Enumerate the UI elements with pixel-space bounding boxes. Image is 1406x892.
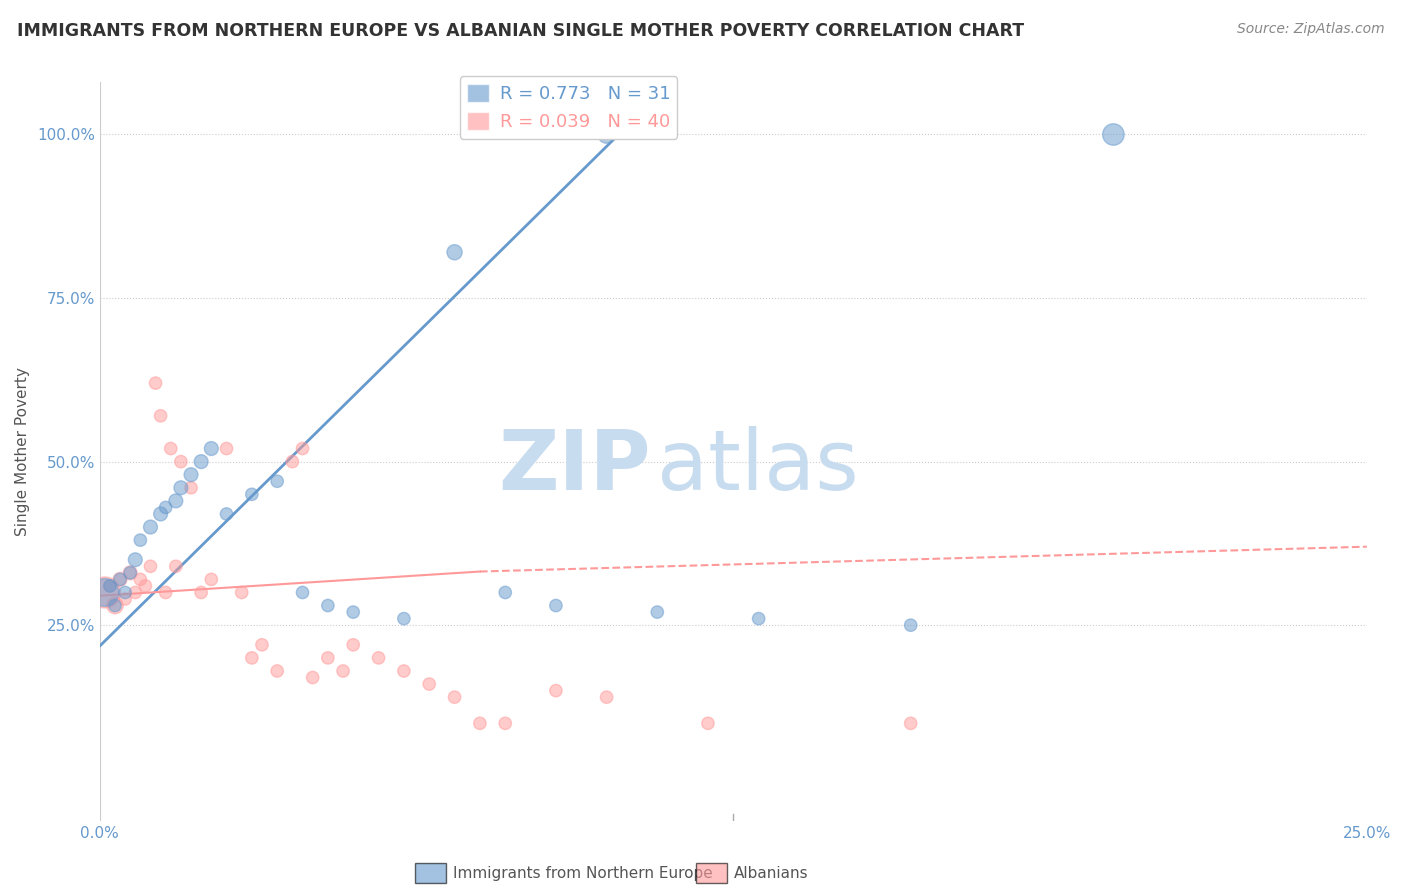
Point: [291, 585, 314, 599]
Point: [155, 585, 177, 599]
Point: [155, 500, 177, 515]
Point: [149, 507, 172, 521]
Point: [250, 638, 273, 652]
Point: [231, 585, 253, 599]
Text: Source: ZipAtlas.com: Source: ZipAtlas.com: [1237, 22, 1385, 37]
Point: [134, 579, 156, 593]
Text: atlas: atlas: [657, 426, 859, 507]
Text: Immigrants from Northern Europe: Immigrants from Northern Europe: [453, 866, 713, 880]
Text: IMMIGRANTS FROM NORTHERN EUROPE VS ALBANIAN SINGLE MOTHER POVERTY CORRELATION CH: IMMIGRANTS FROM NORTHERN EUROPE VS ALBAN…: [17, 22, 1024, 40]
Point: [94, 585, 117, 599]
Point: [316, 651, 339, 665]
Text: ZIP: ZIP: [499, 426, 651, 507]
Point: [392, 664, 415, 678]
Point: [443, 245, 465, 260]
Point: [645, 605, 668, 619]
Point: [332, 664, 354, 678]
Point: [145, 376, 167, 390]
Point: [165, 494, 187, 508]
Point: [215, 507, 238, 521]
Point: [129, 573, 152, 587]
Point: [367, 651, 389, 665]
Point: [170, 481, 193, 495]
Point: [240, 487, 263, 501]
Point: [94, 585, 117, 599]
Point: [418, 677, 440, 691]
Point: [114, 592, 136, 607]
Point: [139, 559, 162, 574]
Point: [129, 533, 152, 548]
Point: [342, 605, 364, 619]
Point: [266, 664, 288, 678]
Text: Albanians: Albanians: [734, 866, 808, 880]
Point: [180, 481, 202, 495]
Point: [190, 455, 212, 469]
Point: [108, 573, 131, 587]
Point: [120, 566, 142, 580]
Point: [170, 455, 193, 469]
Point: [266, 475, 288, 489]
Legend: R = 0.773   N = 31, R = 0.039   N = 40: R = 0.773 N = 31, R = 0.039 N = 40: [460, 77, 678, 138]
Point: [443, 690, 465, 705]
Point: [494, 585, 516, 599]
Point: [544, 599, 567, 613]
Point: [281, 455, 304, 469]
Point: [900, 716, 922, 731]
Point: [104, 599, 127, 613]
Y-axis label: Single Mother Poverty: Single Mother Poverty: [15, 368, 30, 536]
Point: [139, 520, 162, 534]
Point: [200, 442, 222, 456]
Point: [240, 651, 263, 665]
Point: [301, 671, 323, 685]
Point: [748, 612, 770, 626]
Point: [124, 553, 146, 567]
Point: [316, 599, 339, 613]
Point: [98, 579, 121, 593]
Point: [215, 442, 238, 456]
Point: [595, 690, 617, 705]
Point: [149, 409, 172, 423]
Point: [124, 585, 146, 599]
Point: [104, 599, 127, 613]
Point: [165, 559, 187, 574]
Point: [180, 467, 202, 482]
Point: [108, 573, 131, 587]
Point: [98, 579, 121, 593]
Point: [1102, 128, 1125, 142]
Point: [291, 442, 314, 456]
Point: [200, 573, 222, 587]
Point: [595, 128, 617, 142]
Point: [900, 618, 922, 632]
Point: [120, 566, 142, 580]
Point: [342, 638, 364, 652]
Point: [544, 683, 567, 698]
Point: [190, 585, 212, 599]
Point: [114, 585, 136, 599]
Point: [494, 716, 516, 731]
Point: [697, 716, 720, 731]
Point: [159, 442, 181, 456]
Point: [392, 612, 415, 626]
Point: [468, 716, 491, 731]
